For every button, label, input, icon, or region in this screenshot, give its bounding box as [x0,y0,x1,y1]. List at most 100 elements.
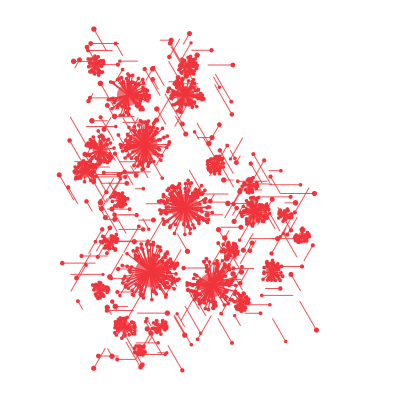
spoke-tip [226,301,231,306]
link [196,122,210,144]
cluster-core [266,266,278,278]
spoke-tip [244,199,249,203]
spoke-tip [76,164,81,169]
spoke-tip [97,281,102,286]
spoke-tip [177,186,182,190]
spoke-tip [144,120,148,125]
link [125,341,141,368]
node [233,160,239,166]
spoke-tip [113,319,118,324]
spoke-tip [145,88,150,93]
spoke-tip [166,186,171,191]
node [67,138,72,143]
spoke-tip [249,222,254,227]
spoke-tip [112,195,117,199]
node [192,130,197,134]
spoke-tip [182,222,186,227]
spoke-tip [220,293,225,298]
node [123,174,128,180]
spoke-tip [206,307,211,312]
link [109,253,124,278]
spoke-tip [94,174,98,179]
spoke-tip [126,154,130,158]
node [268,174,273,179]
spoke-tip [262,265,266,270]
spoke-tip [215,157,220,161]
spoke-tip [192,297,197,302]
spoke-tip [265,264,269,269]
cluster-core [132,132,158,158]
spoke-tip [139,287,143,292]
spoke-tip [183,232,187,237]
node [96,129,101,133]
spoke-tip [72,169,77,174]
spoke-tip [144,92,149,97]
node [215,227,222,233]
spoke-tip [105,138,110,142]
spoke-tip [163,255,168,260]
spoke-tip [170,280,175,284]
spoke-tip [209,299,214,304]
spoke-tip [96,73,101,77]
spoke-tip [138,99,143,104]
spoke-tip [221,165,226,169]
spoke-tip [199,300,203,305]
spoke-tip [120,281,125,285]
spoke-tip [145,242,149,246]
spoke-tip [278,209,283,214]
spoke-tip [131,249,135,253]
spoke-tip [156,254,161,259]
cluster-core [247,204,263,220]
link [167,345,183,371]
spoke-tip [296,240,301,245]
spoke-tip [123,285,128,289]
node [249,240,255,246]
node [229,99,234,104]
spoke-tip [169,96,173,101]
node [131,238,137,245]
spoke-tip [185,224,190,229]
spoke-tip [177,181,182,186]
link [110,179,122,198]
spoke-tip [82,179,87,184]
spoke-tip [212,261,217,266]
spoke-tip [188,231,192,236]
node [154,106,160,112]
spoke-tip [281,219,285,224]
spoke-tip [191,276,196,281]
node [118,176,123,181]
node [133,173,139,178]
spoke-tip [159,211,163,216]
link [94,229,103,242]
spoke-tip [265,206,270,211]
spoke-tip [146,163,151,167]
link [230,137,244,160]
cluster-core [210,160,220,170]
spoke-tip [255,180,259,185]
spoke-tip [246,189,251,194]
spoke-tip [271,261,276,265]
spoke-tip [96,54,100,59]
spoke-tip [123,145,128,150]
spoke-tip [155,330,159,335]
node [181,265,186,271]
node [235,179,240,184]
spoke-tip [173,222,178,227]
node [97,80,104,87]
cluster-core [298,232,306,240]
node [84,44,90,50]
spoke-tip [180,57,184,61]
spoke-tip [173,102,177,107]
spoke-tip [131,293,136,298]
spoke-tip [140,120,145,124]
spoke-tip [126,286,131,291]
link [219,150,234,174]
link [69,116,88,146]
spoke-tip [192,100,196,105]
spoke-tip [208,170,213,174]
spoke-tip [192,226,197,230]
spoke-tip [133,81,137,85]
node [91,365,97,371]
